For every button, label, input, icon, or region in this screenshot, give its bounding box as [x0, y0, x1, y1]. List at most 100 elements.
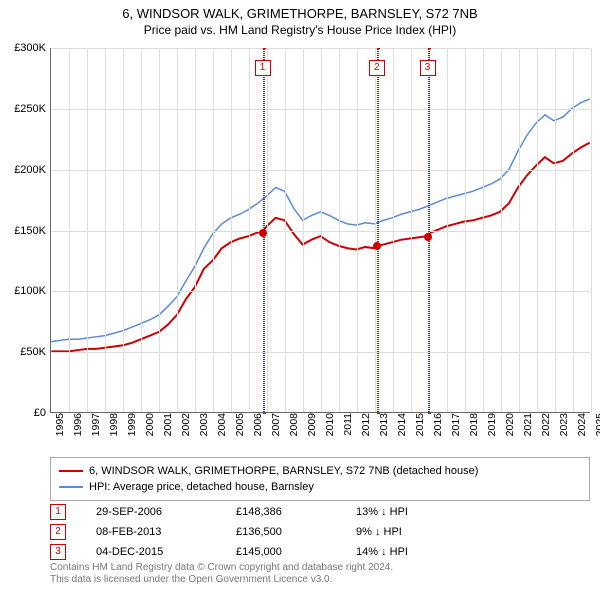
sale-marker-box-3: 3	[420, 60, 436, 76]
x-axis-label: 2006	[252, 413, 264, 453]
sale-row: 1 29-SEP-2006£148,38613% ↓ HPI	[50, 502, 590, 522]
x-axis-label: 2014	[396, 413, 408, 453]
x-axis-label: 1998	[108, 413, 120, 453]
x-axis-label: 2008	[288, 413, 300, 453]
gridline-v	[555, 48, 556, 412]
gridline-v	[123, 48, 124, 412]
gridline-v	[87, 48, 88, 412]
sale-marker-dot-3	[424, 233, 432, 241]
x-axis-label: 2012	[360, 413, 372, 453]
x-axis-label: 2010	[324, 413, 336, 453]
gridline-v	[195, 48, 196, 412]
x-axis-label: 2024	[576, 413, 588, 453]
gridline-v	[465, 48, 466, 412]
x-axis-label: 1996	[72, 413, 84, 453]
x-axis-label: 2021	[522, 413, 534, 453]
sale-price: £136,500	[236, 526, 356, 538]
gridline-v	[447, 48, 448, 412]
x-axis-label: 1997	[90, 413, 102, 453]
sale-row: 3 04-DEC-2015£145,00014% ↓ HPI	[50, 542, 590, 562]
gridline-v	[591, 48, 592, 412]
y-axis-label: £250K	[4, 103, 46, 115]
sale-marker-dot-2	[373, 242, 381, 250]
x-axis-label: 2017	[450, 413, 462, 453]
x-axis-label: 1995	[54, 413, 66, 453]
attribution-line2: This data is licensed under the Open Gov…	[50, 574, 590, 586]
attribution-line1: Contains HM Land Registry data © Crown c…	[50, 562, 590, 574]
y-axis-label: £300K	[4, 42, 46, 54]
y-axis-label: £50K	[4, 346, 46, 358]
x-axis-label: 2009	[306, 413, 318, 453]
x-axis-label: 2005	[234, 413, 246, 453]
legend-swatch	[59, 470, 83, 472]
x-axis-label: 2001	[162, 413, 174, 453]
legend-item: HPI: Average price, detached house, Barn…	[59, 479, 581, 495]
sale-date: 04-DEC-2015	[96, 546, 236, 558]
x-axis-label: 2020	[504, 413, 516, 453]
x-axis-label: 2018	[468, 413, 480, 453]
sale-marker-dot-1	[259, 229, 267, 237]
sale-price: £148,386	[236, 506, 356, 518]
x-axis-label: 2004	[216, 413, 228, 453]
sale-price: £145,000	[236, 546, 356, 558]
attribution-text: Contains HM Land Registry data © Crown c…	[50, 562, 590, 586]
y-axis-label: £0	[4, 407, 46, 419]
x-axis-label: 2019	[486, 413, 498, 453]
legend-label: HPI: Average price, detached house, Barn…	[89, 479, 314, 495]
chart-plot-area: 1 2 3	[50, 48, 590, 413]
x-axis-label: 2000	[144, 413, 156, 453]
gridline-v	[483, 48, 484, 412]
gridline-v	[231, 48, 232, 412]
legend-item: 6, WINDSOR WALK, GRIMETHORPE, BARNSLEY, …	[59, 463, 581, 479]
gridline-v	[69, 48, 70, 412]
sale-diff-vs-hpi: 9% ↓ HPI	[356, 526, 590, 538]
legend-box: 6, WINDSOR WALK, GRIMETHORPE, BARNSLEY, …	[50, 457, 590, 501]
gridline-v	[159, 48, 160, 412]
sale-row: 2 08-FEB-2013£136,5009% ↓ HPI	[50, 522, 590, 542]
gridline-v	[213, 48, 214, 412]
gridline-v	[321, 48, 322, 412]
x-axis-label: 2025	[594, 413, 600, 453]
x-axis-label: 2013	[378, 413, 390, 453]
sale-number-box: 3	[50, 544, 66, 560]
sale-marker-line-2	[377, 48, 379, 414]
y-axis-label: £100K	[4, 285, 46, 297]
chart-subtitle: Price paid vs. HM Land Registry's House …	[0, 21, 600, 37]
sale-diff-vs-hpi: 14% ↓ HPI	[356, 546, 590, 558]
gridline-v	[249, 48, 250, 412]
x-axis-label: 2015	[414, 413, 426, 453]
sale-marker-line-3	[428, 48, 430, 414]
gridline-v	[285, 48, 286, 412]
sale-marker-box-2: 2	[369, 60, 385, 76]
y-axis-label: £200K	[4, 164, 46, 176]
sale-date: 29-SEP-2006	[96, 506, 236, 518]
x-axis-label: 2023	[558, 413, 570, 453]
gridline-v	[339, 48, 340, 412]
gridline-v	[537, 48, 538, 412]
x-axis-label: 2011	[342, 413, 354, 453]
gridline-v	[519, 48, 520, 412]
sale-number-box: 1	[50, 504, 66, 520]
gridline-v	[177, 48, 178, 412]
gridline-v	[393, 48, 394, 412]
x-axis-label: 2022	[540, 413, 552, 453]
gridline-v	[141, 48, 142, 412]
sale-date: 08-FEB-2013	[96, 526, 236, 538]
legend-label: 6, WINDSOR WALK, GRIMETHORPE, BARNSLEY, …	[89, 463, 478, 479]
x-axis-label: 1999	[126, 413, 138, 453]
gridline-v	[501, 48, 502, 412]
gridline-v	[357, 48, 358, 412]
x-axis-label: 2016	[432, 413, 444, 453]
gridline-v	[267, 48, 268, 412]
x-axis-label: 2007	[270, 413, 282, 453]
sales-table: 1 29-SEP-2006£148,38613% ↓ HPI 2 08-FEB-201…	[50, 502, 590, 562]
y-axis-label: £150K	[4, 225, 46, 237]
x-axis-label: 2002	[180, 413, 192, 453]
gridline-v	[411, 48, 412, 412]
sale-marker-box-1: 1	[255, 60, 271, 76]
gridline-v	[105, 48, 106, 412]
sale-diff-vs-hpi: 13% ↓ HPI	[356, 506, 590, 518]
sale-number-box: 2	[50, 524, 66, 540]
legend-swatch	[59, 486, 83, 488]
gridline-v	[573, 48, 574, 412]
